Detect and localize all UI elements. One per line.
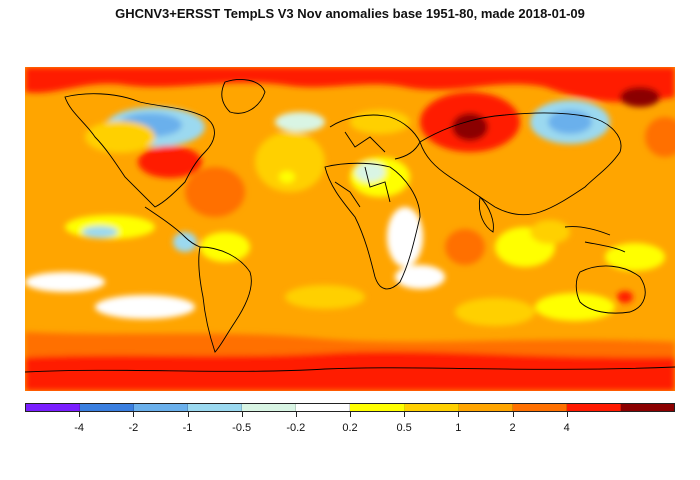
legend-tick-mark (241, 412, 243, 417)
legend-tick-mark (566, 412, 568, 417)
legend-color-cell (26, 404, 81, 411)
anomaly-map (25, 67, 675, 391)
legend-color-cell (134, 404, 189, 411)
coastlines (25, 79, 675, 373)
legend-color-cell (350, 404, 405, 411)
legend-tick-label: -0.5 (232, 422, 252, 434)
legend-tick-label: -2 (128, 422, 139, 434)
legend-tick-label: 0.5 (396, 422, 412, 434)
legend-tick-mark (350, 412, 351, 417)
color-legend-bar (25, 403, 675, 412)
legend-color-cell (242, 404, 297, 411)
legend-color-cell (566, 404, 621, 411)
legend-tick-mark (187, 412, 189, 417)
anomaly-map-svg (25, 67, 675, 391)
legend-tick-label: 1 (455, 422, 462, 434)
legend-color-cell (512, 404, 567, 411)
legend-tick-mark (295, 412, 297, 417)
anomaly-field (25, 67, 675, 391)
legend-tick-label: 0.2 (342, 422, 358, 434)
color-legend-ticks (25, 412, 675, 420)
legend-tick-mark (458, 412, 460, 417)
legend-tick-label: 2 (509, 422, 516, 434)
map-title: GHCNV3+ERSST TempLS V3 Nov anomalies bas… (115, 6, 585, 21)
legend-tick-label: -1 (182, 422, 193, 434)
legend-color-cell (296, 404, 351, 411)
legend-tick-label: 4 (563, 422, 570, 434)
legend-color-cell (458, 404, 513, 411)
legend-color-cell (620, 404, 674, 411)
legend-color-cell (404, 404, 459, 411)
legend-color-cell (188, 404, 243, 411)
legend-tick-label: -0.2 (286, 422, 306, 434)
legend-color-cell (80, 404, 135, 411)
legend-tick-mark (133, 412, 135, 417)
legend-tick-label: -4 (74, 422, 85, 434)
legend-tick-mark (79, 412, 81, 417)
legend-tick-mark (404, 412, 406, 417)
legend-tick-mark (512, 412, 514, 417)
